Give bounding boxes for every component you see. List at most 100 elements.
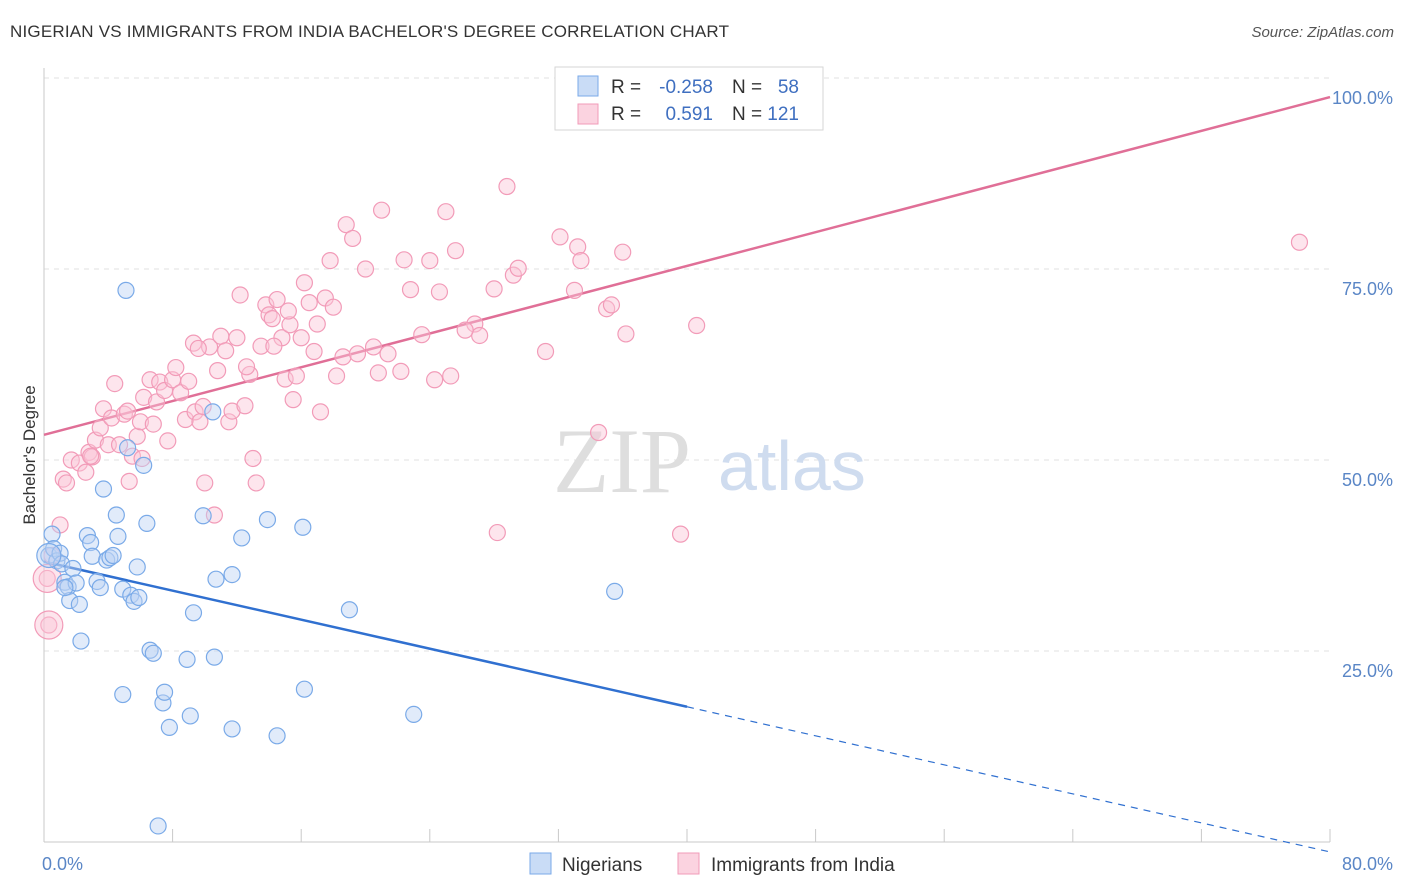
point-nigerians [606, 582, 624, 601]
point-nigerians [101, 549, 119, 567]
point-immigrants-from-india [106, 375, 124, 393]
point-immigrants-from-india [688, 316, 706, 335]
point-immigrants-from-india [292, 329, 310, 347]
point-nigerians [149, 817, 167, 835]
point-immigrants-from-india [194, 397, 212, 416]
point-immigrants-from-india [401, 281, 420, 299]
point-nigerians [53, 555, 71, 573]
point-nigerians [141, 641, 159, 659]
watermark-zip: ZIP [553, 410, 691, 512]
point-immigrants-from-india [344, 229, 362, 248]
point-immigrants-from-india [252, 337, 270, 355]
point-immigrants-from-india [569, 238, 587, 256]
watermark-atlas: atlas [718, 427, 866, 505]
point-immigrants-from-india [324, 298, 342, 316]
point-immigrants-from-india [135, 388, 153, 406]
point-immigrants-from-india [348, 345, 367, 363]
point-nigerians [205, 648, 223, 666]
point-immigrants-from-india [209, 362, 227, 380]
point-nigerians [36, 542, 62, 569]
point-immigrants-from-india [228, 329, 246, 347]
x-tick-label-max: 80.0% [1342, 854, 1393, 874]
legend-bottom-label-nigerians: Nigerians [562, 855, 642, 876]
point-immigrants-from-india [40, 616, 58, 634]
point-immigrants-from-india [284, 391, 302, 409]
point-immigrants-from-india [321, 251, 339, 270]
y-tick-label: 75.0% [1342, 279, 1393, 299]
point-immigrants-from-india [184, 334, 203, 352]
point-immigrants-from-india [311, 403, 330, 421]
point-immigrants-from-india [602, 296, 621, 314]
y-tick-label: 100.0% [1332, 88, 1393, 108]
point-immigrants-from-india [369, 364, 387, 382]
point-immigrants-from-india [498, 177, 516, 196]
point-immigrants-from-india [128, 427, 146, 445]
point-immigrants-from-india [614, 243, 632, 261]
point-immigrants-from-india [217, 342, 235, 360]
point-immigrants-from-india [220, 413, 238, 431]
point-immigrants-from-india [392, 362, 410, 380]
point-immigrants-from-india [446, 242, 465, 260]
point-nigerians [109, 527, 127, 546]
point-nigerians [223, 565, 241, 584]
point-immigrants-from-india [437, 203, 455, 221]
point-immigrants-from-india [471, 326, 489, 345]
legend-top-box [554, 66, 824, 131]
point-nigerians [204, 403, 222, 421]
point-immigrants-from-india [442, 367, 460, 385]
point-immigrants-from-india [196, 474, 214, 492]
point-nigerians [223, 720, 241, 738]
trend-line-nigerians-extension [686, 706, 1331, 853]
point-immigrants-from-india [265, 337, 283, 355]
legend-n-label: N = [732, 77, 762, 98]
point-immigrants-from-india [57, 474, 76, 492]
point-nigerians [91, 578, 109, 597]
point-nigerians [118, 439, 137, 457]
point-nigerians [72, 632, 90, 650]
point-immigrants-from-india [91, 419, 109, 437]
point-nigerians [258, 510, 277, 529]
point-nigerians [70, 595, 88, 613]
point-immigrants-from-india [77, 463, 95, 481]
point-immigrants-from-india [509, 259, 527, 277]
point-immigrants-from-india [364, 338, 383, 356]
point-immigrants-from-india [180, 372, 198, 390]
point-immigrants-from-india [257, 296, 275, 314]
point-immigrants-from-india [565, 281, 584, 299]
point-nigerians [295, 680, 314, 698]
point-nigerians [61, 591, 79, 610]
y-axis-label: Bachelor's Degree [20, 385, 39, 524]
y-tick-label: 50.0% [1342, 470, 1393, 490]
point-nigerians [194, 507, 212, 525]
point-nigerians [340, 601, 359, 619]
point-nigerians [294, 518, 312, 536]
point-immigrants-from-india [38, 569, 56, 588]
point-immigrants-from-india [102, 409, 121, 427]
point-nigerians [144, 644, 162, 662]
point-nigerians [233, 529, 251, 547]
point-immigrants-from-india [32, 563, 62, 594]
point-immigrants-from-india [327, 367, 346, 385]
legend-n-label: N = [732, 104, 762, 125]
point-immigrants-from-india [223, 402, 241, 420]
point-immigrants-from-india [379, 345, 397, 363]
legend-n-value: 121 [767, 104, 799, 125]
point-immigrants-from-india [536, 342, 555, 361]
x-tick-label-min: 0.0% [42, 854, 83, 874]
chart-title: NIGERIAN VS IMMIGRANTS FROM INDIA BACHEL… [10, 22, 730, 41]
point-nigerians [268, 727, 286, 745]
grid-lines [44, 77, 1330, 652]
point-immigrants-from-india [276, 370, 294, 388]
point-immigrants-from-india [334, 348, 352, 366]
point-immigrants-from-india [263, 310, 281, 328]
point-immigrants-from-india [456, 321, 474, 339]
point-immigrants-from-india [236, 397, 254, 415]
point-nigerians [154, 694, 172, 712]
point-immigrants-from-india [244, 449, 262, 468]
point-immigrants-from-india [34, 610, 64, 640]
point-immigrants-from-india [159, 432, 177, 450]
point-immigrants-from-india [305, 342, 323, 361]
y-tick-labels: 25.0% 50.0% 75.0% 100.0% [1332, 88, 1393, 681]
point-immigrants-from-india [144, 415, 162, 433]
